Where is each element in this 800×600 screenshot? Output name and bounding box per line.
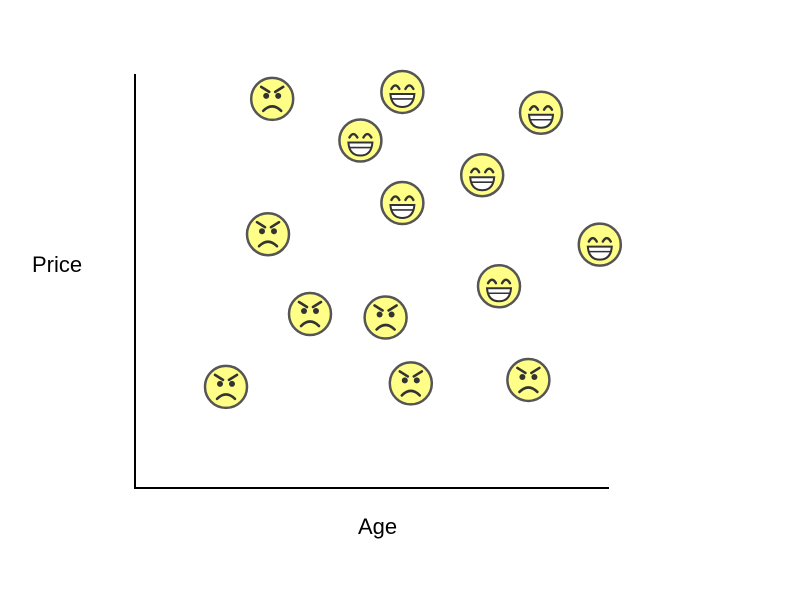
angry-face-point [203, 364, 249, 410]
angry-face-point [287, 291, 333, 337]
angry-face-point [506, 357, 551, 403]
angry-face-point [363, 295, 408, 340]
y-axis-label: Price [32, 252, 83, 277]
x-axis-label: Age [358, 514, 398, 539]
angry-face-point [388, 361, 434, 406]
happy-face-point [518, 90, 564, 136]
angry-face-point [249, 76, 295, 122]
happy-face-point [380, 180, 425, 226]
happy-face-point [476, 264, 522, 309]
data-points [203, 69, 623, 410]
happy-face-point [380, 69, 425, 115]
angry-face-point [245, 211, 291, 257]
happy-face-point [577, 222, 623, 267]
happy-face-point [338, 118, 383, 163]
happy-face-point [459, 152, 505, 198]
